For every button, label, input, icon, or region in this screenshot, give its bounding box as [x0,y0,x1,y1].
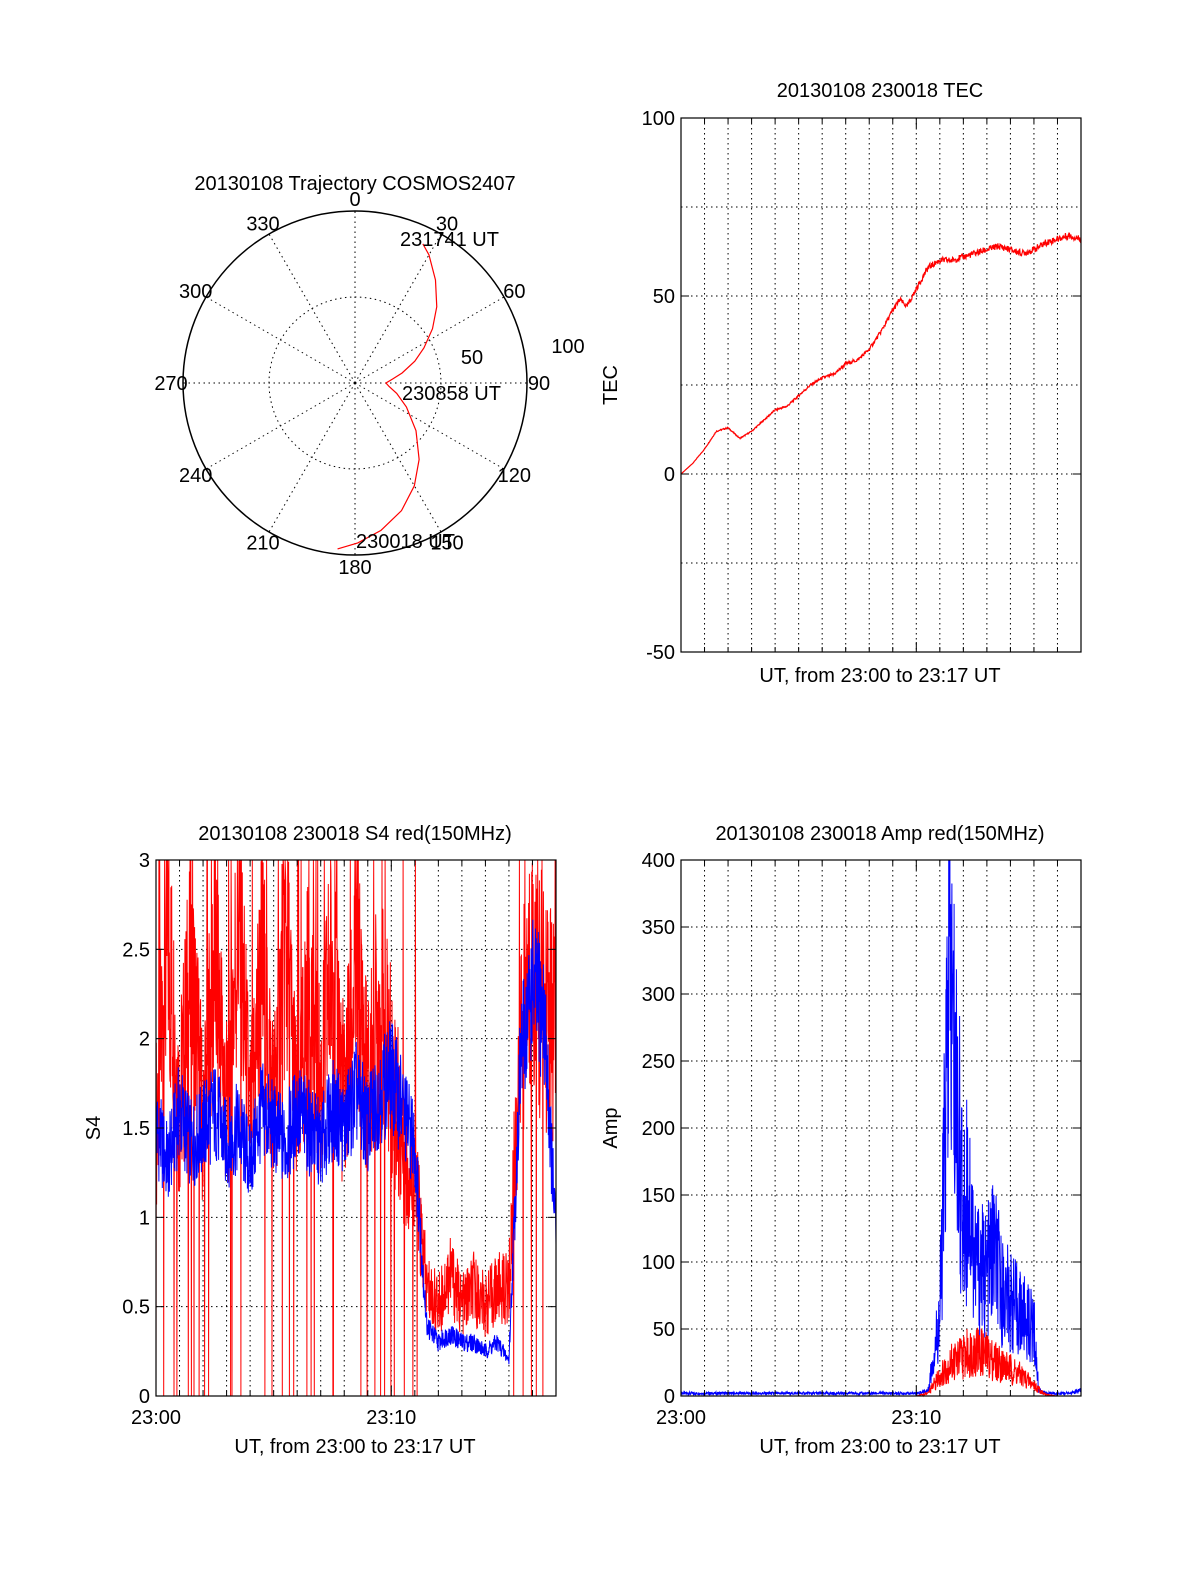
tec-y-tick-label: -50 [646,642,675,664]
amp-x-tick-label: 23:10 [891,1407,941,1429]
polar-spoke [354,382,505,470]
s4-y-tick-label: 0.5 [122,1297,150,1319]
polar-trajectory [337,243,438,550]
polar-spoke [268,233,356,384]
polar-chart-title: 20130108 Trajectory COSMOS2407 [194,173,515,195]
s4-y-axis-label: S4 [83,1116,105,1140]
polar-annotation: 230018 UT [356,531,455,553]
s4-y-tick-label: 3 [139,850,150,872]
polar-spoke [205,296,356,384]
polar-azimuth-labels: 0 30 60 90 120 150 180 210 240 270 300 330 50 100 [154,189,584,579]
tec-y-tick-label: 0 [664,464,675,486]
amp-y-tick-label: 150 [642,1185,675,1207]
amp-series-0 [680,859,1082,1397]
amp-y-tick-label: 250 [642,1051,675,1073]
amp-y-tick-label: 100 [642,1252,675,1274]
tec-y-tick-label: 50 [653,286,675,308]
polar-azimuth-label: 270 [154,373,187,395]
polar-azimuth-label: 60 [503,281,525,303]
polar-annotations: 231741 UT 230858 UT 230018 UT [356,229,501,553]
tec-plot-frame [680,117,1082,653]
polar-azimuth-label: 150 [430,532,463,554]
s4-chart-title: 20130108 230018 S4 red(150MHz) [198,823,512,845]
polar-annotation: 230858 UT [402,383,501,405]
polar-azimuth-label: 180 [338,557,371,579]
polar-spoke [354,296,505,384]
s4-y-tick-label: 2 [139,1029,150,1051]
polar-spoke [354,233,442,384]
amp-y-tick-label: 200 [642,1118,675,1140]
s4-y-tick-label: 1 [139,1207,150,1229]
tec-series-0 [680,231,1082,475]
s4-chart: 20130108 230018 S4 red(150MHz) UT, from … [83,823,557,1458]
polar-radial-label: 100 [551,336,584,358]
tec-y-axis-label: TEC [600,365,622,405]
polar-azimuth-label: 330 [246,214,279,236]
polar-spoke [205,382,356,470]
amp-x-tick-label: 23:00 [656,1407,706,1429]
amp-x-axis-label: UT, from 23:00 to 23:17 UT [759,1436,1000,1458]
s4-y-tick-label: 0 [139,1386,150,1408]
tec-x-axis-label: UT, from 23:00 to 23:17 UT [759,665,1000,687]
amp-y-tick-label: 300 [642,984,675,1006]
amp-y-tick-label: 0 [664,1386,675,1408]
tec-chart-title: 20130108 230018 TEC [777,80,983,102]
polar-azimuth-label: 30 [436,214,458,236]
amp-y-axis-label: Amp [600,1107,622,1148]
polar-trajectory-chart: 20130108 Trajectory COSMOS2407 0 30 60 90 12… [154,173,584,579]
amp-y-tick-label: 350 [642,917,675,939]
amp-chart: 20130108 230018 Amp red(150MHz) UT, from… [600,823,1082,1458]
polar-azimuth-label: 0 [349,189,360,211]
tec-y-tick-label: 100 [642,108,675,130]
s4-x-axis-label: UT, from 23:00 to 23:17 UT [234,1436,475,1458]
s4-x-tick-label: 23:10 [366,1407,416,1429]
s4-y-tick-label: 2.5 [122,939,150,961]
amp-y-tick-label: 50 [653,1319,675,1341]
polar-grid [182,210,528,556]
polar-spoke [268,382,356,533]
polar-trajectory-line [337,243,438,550]
amp-y-tick-label: 400 [642,850,675,872]
polar-outer-ring [182,210,528,556]
amp-chart-title: 20130108 230018 Amp red(150MHz) [715,823,1044,845]
polar-radial-label: 50 [461,347,483,369]
polar-azimuth-label: 240 [179,465,212,487]
polar-azimuth-label: 120 [498,465,531,487]
polar-azimuth-label: 90 [528,373,550,395]
s4-series-1 [155,919,557,1365]
polar-azimuth-label: 300 [179,281,212,303]
tec-chart: 20130108 230018 TEC UT, from 23:00 to 23… [600,80,1082,687]
s4-y-tick-label: 1.5 [122,1118,150,1140]
polar-annotation: 231741 UT [400,229,499,251]
s4-x-tick-label: 23:00 [131,1407,181,1429]
polar-azimuth-label: 210 [246,532,279,554]
polar-spoke [354,382,442,533]
